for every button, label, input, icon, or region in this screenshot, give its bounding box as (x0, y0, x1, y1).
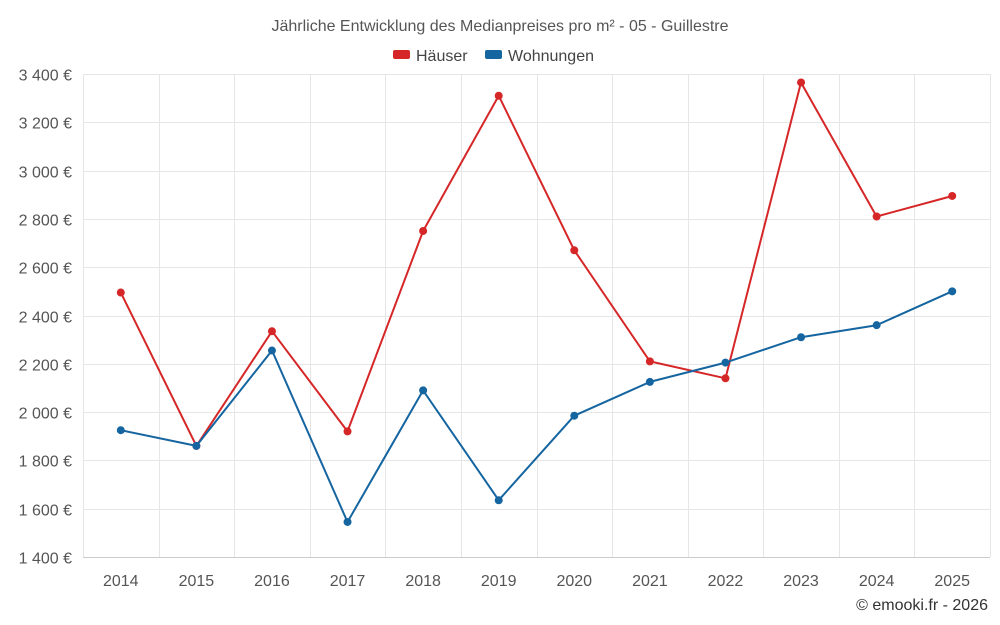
data-point-haeuser[interactable] (494, 91, 503, 100)
y-tick-label: 2 400 € (19, 310, 72, 327)
data-point-haeuser[interactable] (116, 288, 125, 297)
legend-item-wohnungen[interactable]: Wohnungen (485, 48, 594, 65)
y-gridlines (83, 74, 990, 510)
data-point-wohnungen[interactable] (645, 377, 654, 386)
x-tick-label: 2024 (859, 573, 895, 590)
data-point-haeuser[interactable] (797, 78, 806, 87)
y-tick-label: 2 000 € (19, 406, 72, 423)
y-tick-label: 2 200 € (19, 358, 72, 375)
data-point-wohnungen[interactable] (192, 441, 201, 450)
chart-title: Jährliche Entwicklung des Medianpreises … (271, 18, 728, 35)
y-tick-label: 1 600 € (19, 503, 72, 520)
data-point-wohnungen[interactable] (267, 346, 276, 355)
data-point-wohnungen[interactable] (116, 426, 125, 435)
x-tick-label: 2025 (934, 573, 970, 590)
x-tick-label: 2023 (783, 573, 819, 590)
x-tick-label: 2018 (405, 573, 441, 590)
legend-swatch-haeuser (393, 50, 410, 59)
x-tick-label: 2017 (330, 573, 366, 590)
x-axis-ticks: 2014 2015 2016 2017 2018 2019 2020 2021 2022 2023… (103, 573, 970, 590)
data-point-wohnungen[interactable] (721, 358, 730, 367)
y-tick-label: 3 400 € (19, 68, 72, 85)
y-tick-label: 1 800 € (19, 454, 72, 471)
data-point-haeuser[interactable] (419, 226, 428, 235)
data-point-haeuser[interactable] (872, 212, 881, 221)
series-line-wohnungen (120, 290, 953, 523)
x-tick-label: 2014 (103, 573, 139, 590)
x-gridlines (83, 74, 991, 557)
data-point-haeuser[interactable] (721, 374, 730, 383)
credit: © emooki.fr - 2026 (856, 597, 988, 614)
data-point-haeuser[interactable] (570, 246, 579, 255)
y-axis-ticks: 1 400 € 1 600 € 1 800 € 2 000 € 2 200 € 2 400… (19, 68, 72, 568)
data-point-wohnungen[interactable] (494, 496, 503, 505)
data-point-wohnungen[interactable] (343, 517, 352, 526)
legend-item-haeuser[interactable]: Häuser (393, 48, 468, 65)
x-tick-label: 2020 (556, 573, 592, 590)
data-point-wohnungen[interactable] (419, 386, 428, 395)
data-point-haeuser[interactable] (645, 357, 654, 366)
x-tick-label: 2021 (632, 573, 668, 590)
y-tick-label: 1 400 € (19, 551, 72, 568)
series-group (116, 78, 957, 526)
data-point-haeuser[interactable] (948, 191, 957, 200)
data-point-wohnungen[interactable] (872, 321, 881, 330)
x-tick-label: 2022 (708, 573, 744, 590)
data-point-wohnungen[interactable] (797, 333, 806, 342)
y-tick-label: 2 800 € (19, 213, 72, 230)
series-line-haeuser (119, 81, 953, 447)
data-point-haeuser[interactable] (343, 427, 352, 436)
x-tick-label: 2016 (254, 573, 290, 590)
legend[interactable]: Häuser Wohnungen (393, 48, 594, 65)
y-tick-label: 2 600 € (19, 261, 72, 278)
data-point-wohnungen[interactable] (570, 411, 579, 420)
x-tick-label: 2015 (179, 573, 215, 590)
legend-label-haeuser: Häuser (416, 48, 468, 65)
legend-swatch-wohnungen (485, 50, 502, 59)
y-tick-label: 3 200 € (19, 116, 72, 133)
legend-label-wohnungen: Wohnungen (508, 48, 594, 65)
data-point-wohnungen[interactable] (948, 287, 957, 296)
data-point-haeuser[interactable] (267, 327, 276, 336)
x-tick-label: 2019 (481, 573, 517, 590)
y-tick-label: 3 000 € (19, 165, 72, 182)
